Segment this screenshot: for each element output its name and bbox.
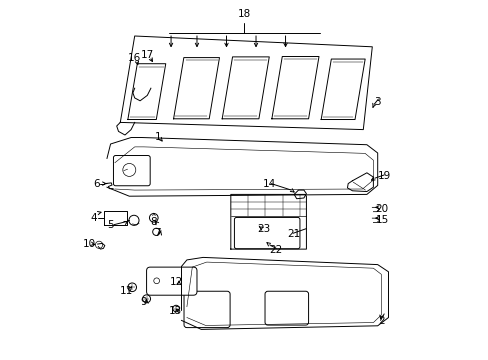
- Text: 3: 3: [374, 96, 380, 107]
- Text: 12: 12: [170, 276, 183, 287]
- Text: 1: 1: [155, 132, 161, 142]
- Text: 6: 6: [93, 179, 99, 189]
- Text: 13: 13: [168, 306, 182, 316]
- Text: 17: 17: [141, 50, 154, 60]
- FancyBboxPatch shape: [183, 291, 230, 328]
- Text: 9: 9: [140, 297, 147, 307]
- Text: 20: 20: [375, 204, 388, 214]
- FancyBboxPatch shape: [264, 291, 308, 325]
- Text: 11: 11: [120, 285, 133, 296]
- FancyBboxPatch shape: [146, 267, 197, 295]
- FancyBboxPatch shape: [113, 156, 150, 186]
- FancyBboxPatch shape: [234, 217, 299, 249]
- Text: 10: 10: [82, 239, 95, 249]
- Text: 2: 2: [377, 316, 384, 326]
- Text: 4: 4: [90, 213, 97, 223]
- Text: 22: 22: [269, 245, 282, 255]
- Text: 7: 7: [154, 228, 161, 238]
- Text: 19: 19: [378, 171, 391, 181]
- Text: 8: 8: [150, 217, 157, 228]
- Text: 5: 5: [107, 220, 114, 230]
- Text: 18: 18: [237, 9, 251, 19]
- Text: 15: 15: [375, 215, 388, 225]
- Text: 16: 16: [128, 53, 141, 63]
- Text: 14: 14: [262, 179, 275, 189]
- Text: 21: 21: [287, 229, 300, 239]
- Text: 23: 23: [257, 224, 270, 234]
